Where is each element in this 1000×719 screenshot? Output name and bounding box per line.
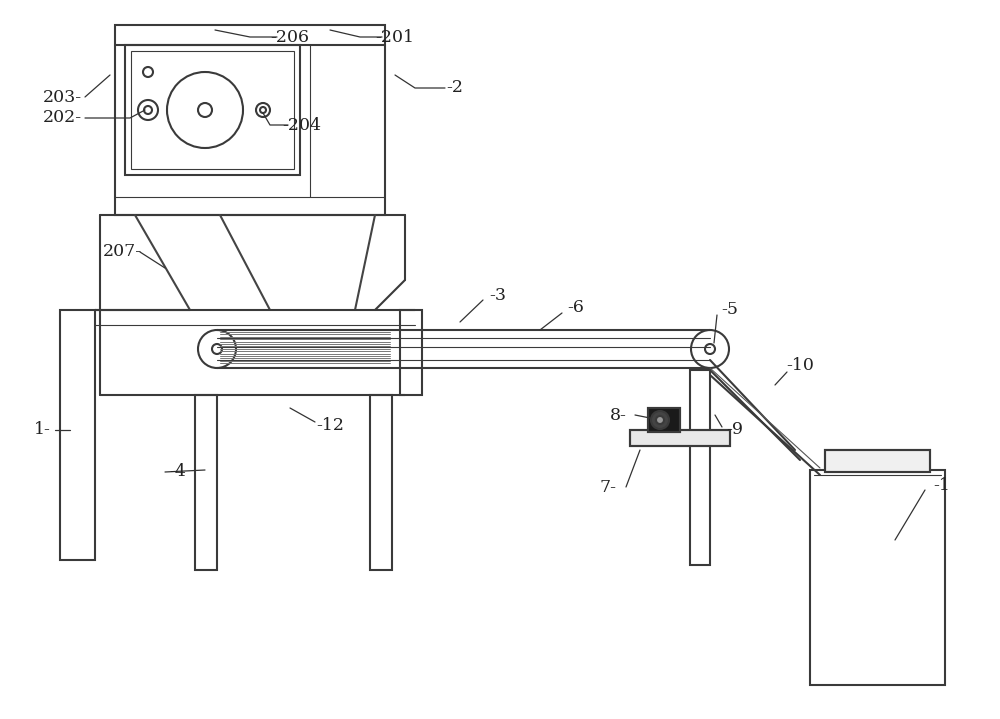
- Text: -12: -12: [316, 416, 344, 434]
- Bar: [648, 408, 680, 432]
- Text: 1-: 1-: [34, 421, 50, 439]
- Text: -201: -201: [376, 29, 415, 45]
- Bar: [60, 310, 95, 560]
- Text: 202-: 202-: [42, 109, 82, 127]
- Text: -6: -6: [568, 298, 584, 316]
- Circle shape: [260, 107, 266, 113]
- Circle shape: [705, 344, 715, 354]
- Bar: [370, 395, 392, 570]
- Text: 207-: 207-: [102, 244, 142, 260]
- Text: -1: -1: [934, 477, 950, 493]
- Circle shape: [198, 330, 236, 368]
- Bar: [810, 470, 945, 685]
- Text: -5: -5: [722, 301, 738, 319]
- Bar: [825, 450, 930, 472]
- Text: -3: -3: [490, 286, 507, 303]
- Bar: [131, 51, 294, 169]
- Circle shape: [144, 106, 152, 114]
- Text: -2: -2: [446, 80, 464, 96]
- Text: -10: -10: [786, 357, 814, 373]
- Text: -4: -4: [170, 464, 186, 480]
- Bar: [125, 45, 300, 175]
- Bar: [630, 430, 730, 446]
- Circle shape: [656, 416, 664, 424]
- Bar: [825, 450, 930, 472]
- Text: -206: -206: [270, 29, 310, 45]
- Circle shape: [212, 344, 222, 354]
- Bar: [400, 310, 422, 395]
- Circle shape: [256, 103, 270, 117]
- Circle shape: [651, 411, 669, 429]
- Circle shape: [138, 100, 158, 120]
- Text: 203-: 203-: [42, 88, 82, 106]
- Bar: [115, 25, 385, 215]
- Circle shape: [691, 330, 729, 368]
- Bar: [648, 408, 680, 432]
- Text: 7-: 7-: [600, 479, 616, 495]
- Circle shape: [167, 72, 243, 148]
- Circle shape: [198, 103, 212, 117]
- Bar: [195, 395, 217, 570]
- Text: -204: -204: [283, 116, 322, 134]
- Bar: [630, 430, 730, 446]
- Text: 8-: 8-: [610, 406, 626, 423]
- Circle shape: [143, 67, 153, 77]
- Bar: [690, 370, 710, 565]
- Text: -9: -9: [726, 421, 744, 439]
